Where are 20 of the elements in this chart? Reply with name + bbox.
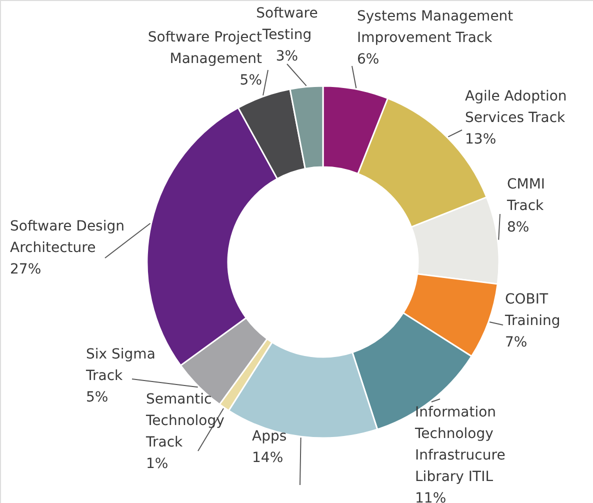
data-label: 1% (146, 456, 168, 472)
data-label: 7% (505, 334, 528, 350)
slice-label: CMMI Track (506, 176, 546, 214)
data-label: 6% (357, 51, 380, 68)
slice-label: COBIT Training (504, 291, 560, 329)
data-label: 11% (415, 490, 446, 503)
slice-label: Systems Management Improvement Track (357, 8, 514, 46)
slice-label: Agile Adoption Services Track (465, 88, 567, 126)
data-label: 14% (252, 450, 284, 466)
data-label: 13% (465, 131, 496, 148)
slice-label: Apps (252, 428, 287, 444)
data-label: 3% (276, 48, 298, 64)
data-label: 8% (507, 219, 530, 236)
data-label: 27% (10, 261, 42, 278)
data-label: 5% (86, 389, 108, 406)
slice-label: Six Sigma Track (85, 346, 156, 384)
data-label: 5% (240, 72, 262, 88)
slice-label: Software Design Architecture (10, 218, 125, 256)
slice-label: Software Project Management (148, 29, 262, 67)
slice-label: Information Technology Infrastrucure Library ITIL (414, 404, 506, 485)
